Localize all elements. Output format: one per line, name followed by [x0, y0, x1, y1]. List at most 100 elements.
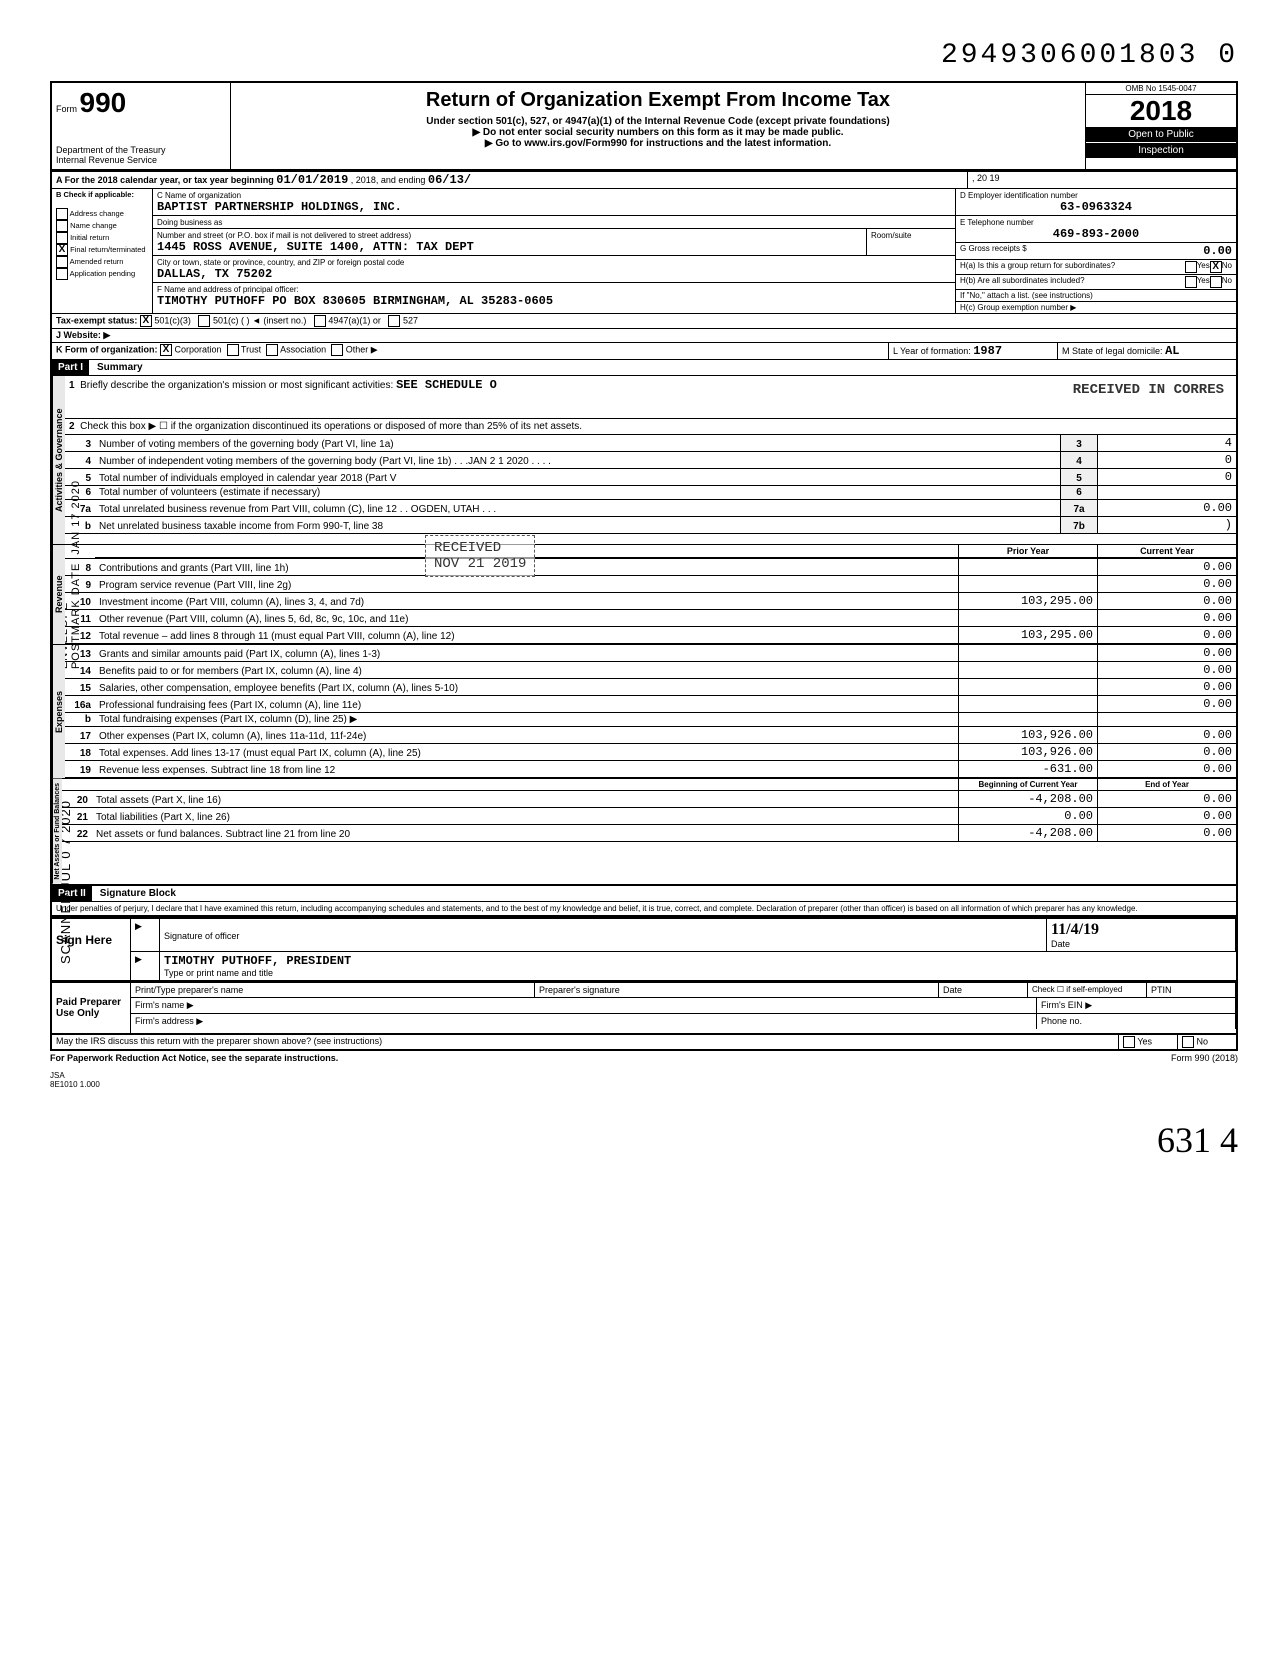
prep-sig: Preparer's signature: [535, 983, 939, 997]
check-name[interactable]: [56, 220, 68, 232]
ha-label: H(a) Is this a group return for subordin…: [960, 261, 1185, 273]
m-label: M State of legal domicile:: [1062, 346, 1163, 356]
p1-l1-val: SEE SCHEDULE O: [396, 378, 497, 392]
irs-yes-lbl: Yes: [1137, 1036, 1152, 1046]
k-other: Other ▶: [346, 344, 378, 354]
check-self: Check ☐ if self-employed: [1028, 983, 1147, 997]
check-4947[interactable]: [314, 315, 326, 327]
col-begin: Beginning of Current Year: [959, 779, 1098, 791]
check-corp[interactable]: X: [160, 344, 172, 356]
p1-l1-label: Briefly describe the organization's miss…: [80, 380, 393, 391]
form-label: Form: [56, 104, 77, 114]
org-name: BAPTIST PARTNERSHIP HOLDINGS, INC.: [157, 200, 402, 214]
dba-label: Doing business as: [157, 218, 222, 227]
jsa-code: 8E1010 1.000: [50, 1080, 1238, 1089]
table-row: 21Total liabilities (Part X, line 26)0.0…: [62, 808, 1236, 825]
m-state: AL: [1165, 344, 1179, 358]
hb-note: If "No," attach a list. (see instruction…: [956, 290, 1236, 302]
sign-here-block: Sign Here ▶ Signature of officer 11/4/19…: [50, 916, 1238, 982]
table-row: 10Investment income (Part VIII, column (…: [65, 593, 1236, 610]
footer-form: Form 990 (2018): [1171, 1053, 1238, 1063]
check-final[interactable]: X: [56, 244, 68, 256]
prep-date: Date: [939, 983, 1028, 997]
irs-yes[interactable]: [1123, 1036, 1135, 1048]
org-addr: 1445 ROSS AVENUE, SUITE 1400, ATTN: TAX …: [157, 240, 474, 254]
check-application[interactable]: [56, 268, 68, 280]
part2-title: Signature Block: [92, 888, 176, 899]
b-label: B Check if applicable:: [56, 190, 134, 199]
ha-yes-lbl: Yes: [1197, 261, 1210, 273]
phone: 469-893-2000: [1053, 227, 1139, 241]
col-end: End of Year: [1098, 779, 1237, 791]
firm-phone: Phone no.: [1037, 1014, 1236, 1029]
j-label: J Website: ▶: [56, 330, 110, 340]
i-a1: 4947(a)(1) or: [328, 315, 381, 325]
form-title: Return of Organization Exempt From Incom…: [239, 89, 1077, 112]
table-row: 17Other expenses (Part IX, column (A), l…: [65, 727, 1236, 744]
check-trust[interactable]: [227, 344, 239, 356]
hb-no[interactable]: [1210, 276, 1222, 288]
check-amended[interactable]: [56, 256, 68, 268]
table-row: 12Total revenue – add lines 8 through 11…: [65, 627, 1236, 644]
part1-title: Summary: [89, 362, 143, 373]
a-mid: , 2018, and ending: [351, 175, 426, 185]
k-label: K Form of organization:: [56, 344, 158, 354]
b-application: Application pending: [70, 269, 135, 278]
city-label: City or town, state or province, country…: [157, 258, 404, 267]
form-number: 990: [80, 87, 127, 118]
table-row: 14Benefits paid to or for members (Part …: [65, 662, 1236, 679]
side-exp: Expenses: [52, 645, 65, 778]
form-note2: ▶ Go to www.irs.gov/Form990 for instruct…: [239, 138, 1077, 149]
line-a: A For the 2018 calendar year, or tax yea…: [50, 172, 1238, 189]
e-label: E Telephone number: [960, 218, 1034, 227]
table-row: 19Revenue less expenses. Subtract line 1…: [65, 761, 1236, 778]
handwritten-note: 631 4: [50, 1119, 1238, 1161]
check-527[interactable]: [388, 315, 400, 327]
irs-no-lbl: No: [1197, 1036, 1209, 1046]
g-value: 0.00: [1203, 244, 1232, 258]
form-header: Form 990 Department of the Treasury Inte…: [50, 81, 1238, 172]
col-prior: Prior Year: [959, 545, 1098, 558]
check-501c[interactable]: [198, 315, 210, 327]
table-row: 22Net assets or fund balances. Subtract …: [62, 825, 1236, 842]
net-table: Beginning of Current Year End of Year 20…: [62, 779, 1236, 842]
check-address[interactable]: [56, 208, 68, 220]
addr-label: Number and street (or P.O. box if mail i…: [157, 231, 411, 240]
ha-yes[interactable]: [1185, 261, 1197, 273]
c-label: C Name of organization: [157, 191, 241, 200]
officer-name: TIMOTHY PUTHOFF, PRESIDENT: [164, 954, 351, 968]
open-public1: Open to Public: [1086, 127, 1236, 142]
hc-label: H(c) Group exemption number ▶: [956, 302, 1236, 313]
check-501c3[interactable]: X: [140, 315, 152, 327]
side-net: Net Assets or Fund Balances: [52, 779, 62, 884]
table-row: 20Total assets (Part X, line 16)-4,208.0…: [62, 791, 1236, 808]
table-row: 5Total number of individuals employed in…: [65, 469, 1236, 486]
f-label: F Name and address of principal officer:: [157, 285, 299, 294]
side-rev: Revenue: [52, 545, 65, 644]
table-row: 8Contributions and grants (Part VIII, li…: [65, 558, 1236, 576]
check-assoc[interactable]: [266, 344, 278, 356]
hb-no-lbl: No: [1222, 276, 1232, 288]
check-initial[interactable]: [56, 232, 68, 244]
form-note1: ▶ Do not enter social security numbers o…: [239, 127, 1077, 138]
table-row: 13Grants and similar amounts paid (Part …: [65, 645, 1236, 662]
paid-preparer-block: Paid Preparer Use Only Print/Type prepar…: [50, 982, 1238, 1035]
table-row: 18Total expenses. Add lines 13-17 (must …: [65, 744, 1236, 761]
g-label: G Gross receipts $: [960, 244, 1027, 258]
check-other[interactable]: [331, 344, 343, 356]
ein: 63-0963324: [1060, 200, 1132, 214]
part2-hdr: Part II: [52, 886, 92, 901]
k-assoc: Association: [280, 344, 326, 354]
i-527: 527: [403, 315, 418, 325]
sig-label: Signature of officer: [164, 931, 239, 941]
exp-table: 13Grants and similar amounts paid (Part …: [65, 645, 1236, 778]
ha-no[interactable]: X: [1210, 261, 1222, 273]
hb-yes[interactable]: [1185, 276, 1197, 288]
a-end-month: 06/13/: [428, 173, 471, 187]
table-row: 7aTotal unrelated business revenue from …: [65, 500, 1236, 517]
irs-discuss: May the IRS discuss this return with the…: [52, 1035, 1119, 1049]
jsa: JSA: [50, 1071, 1238, 1080]
room-label: Room/suite: [871, 231, 911, 240]
irs-no[interactable]: [1182, 1036, 1194, 1048]
table-row: 15Salaries, other compensation, employee…: [65, 679, 1236, 696]
